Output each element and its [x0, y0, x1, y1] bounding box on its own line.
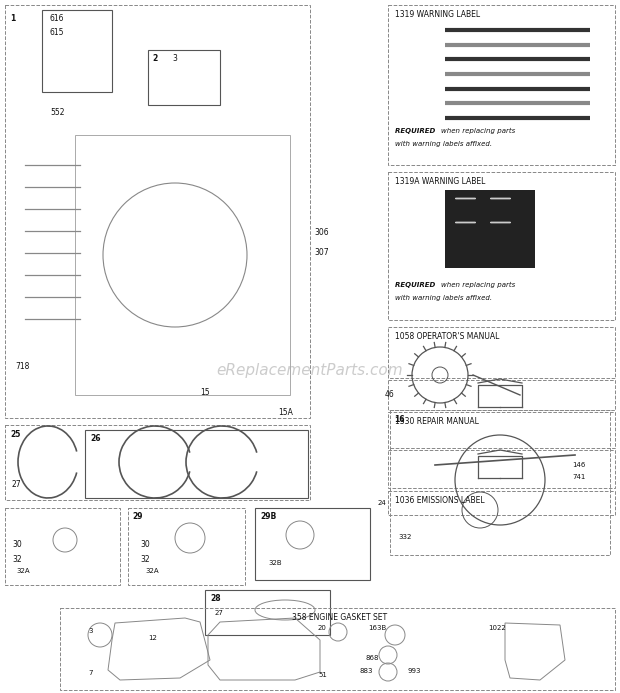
Text: 29: 29 — [132, 512, 143, 521]
Text: 16: 16 — [394, 415, 404, 424]
Text: 358 ENGINE GASKET SET: 358 ENGINE GASKET SET — [293, 613, 388, 622]
Text: 993: 993 — [408, 668, 422, 674]
Bar — [148, 50, 220, 105]
Text: 32B: 32B — [268, 560, 281, 566]
Text: 1330 REPAIR MANUAL: 1330 REPAIR MANUAL — [395, 417, 479, 426]
Bar — [388, 450, 615, 488]
Text: eReplacementParts.com: eReplacementParts.com — [216, 362, 404, 378]
Text: 883: 883 — [360, 668, 373, 674]
Bar — [388, 491, 615, 515]
Text: 30: 30 — [12, 540, 22, 549]
Text: with warning labels affixed.: with warning labels affixed. — [395, 295, 492, 301]
Bar — [75, 135, 290, 395]
Text: 30: 30 — [140, 540, 150, 549]
Text: 27: 27 — [215, 610, 224, 616]
Text: 46: 46 — [385, 390, 395, 399]
Text: 741: 741 — [572, 474, 585, 480]
Text: 552: 552 — [50, 108, 64, 117]
Text: 718: 718 — [15, 362, 29, 371]
Bar — [205, 590, 330, 635]
Text: 24: 24 — [378, 500, 387, 506]
Text: 146: 146 — [572, 462, 585, 468]
Bar — [388, 412, 615, 448]
Text: 163B: 163B — [368, 625, 386, 631]
Bar — [390, 410, 610, 555]
Text: 32: 32 — [12, 555, 22, 564]
Text: 1022: 1022 — [488, 625, 506, 631]
Text: 15A: 15A — [278, 408, 293, 417]
Bar — [60, 608, 615, 690]
Text: REQUIRED: REQUIRED — [395, 282, 438, 288]
Bar — [388, 380, 615, 410]
Text: 1036 EMISSIONS LABEL: 1036 EMISSIONS LABEL — [395, 496, 485, 505]
Text: 27: 27 — [12, 480, 22, 489]
Text: 2: 2 — [152, 54, 157, 63]
Text: 306: 306 — [314, 228, 329, 237]
Bar — [5, 425, 310, 500]
Text: 25: 25 — [10, 430, 20, 439]
Text: 20: 20 — [318, 625, 327, 631]
Text: 868: 868 — [365, 655, 378, 661]
Text: 7: 7 — [88, 670, 92, 676]
Text: with warning labels affixed.: with warning labels affixed. — [395, 141, 492, 147]
Bar — [5, 5, 310, 418]
Text: 615: 615 — [50, 28, 64, 37]
Bar — [388, 5, 615, 165]
Bar — [42, 10, 112, 92]
Text: REQUIRED: REQUIRED — [395, 128, 438, 134]
Text: 28: 28 — [210, 594, 221, 603]
Bar — [85, 430, 308, 498]
Bar — [388, 327, 615, 378]
Bar — [445, 190, 535, 268]
Bar — [128, 508, 245, 585]
Text: 1058 OPERATOR'S MANUAL: 1058 OPERATOR'S MANUAL — [395, 332, 499, 341]
Text: 1319A WARNING LABEL: 1319A WARNING LABEL — [395, 177, 485, 186]
Bar — [5, 508, 120, 585]
Text: 616: 616 — [50, 14, 64, 23]
Text: 29B: 29B — [260, 512, 277, 521]
Text: 32A: 32A — [16, 568, 30, 574]
Text: 1: 1 — [10, 14, 16, 23]
Text: 3: 3 — [88, 628, 92, 634]
Text: 15: 15 — [200, 388, 210, 397]
Text: when replacing parts: when replacing parts — [441, 128, 515, 134]
Text: 3: 3 — [172, 54, 177, 63]
Text: 26: 26 — [90, 434, 100, 443]
Bar — [255, 508, 370, 580]
Text: 12: 12 — [148, 635, 157, 641]
Text: 1319 WARNING LABEL: 1319 WARNING LABEL — [395, 10, 480, 19]
Text: when replacing parts: when replacing parts — [441, 282, 515, 288]
Text: 307: 307 — [314, 248, 329, 257]
Text: 332: 332 — [398, 534, 412, 540]
Text: 51: 51 — [318, 672, 327, 678]
Text: 32: 32 — [140, 555, 149, 564]
Text: 32A: 32A — [145, 568, 159, 574]
Bar — [388, 172, 615, 320]
